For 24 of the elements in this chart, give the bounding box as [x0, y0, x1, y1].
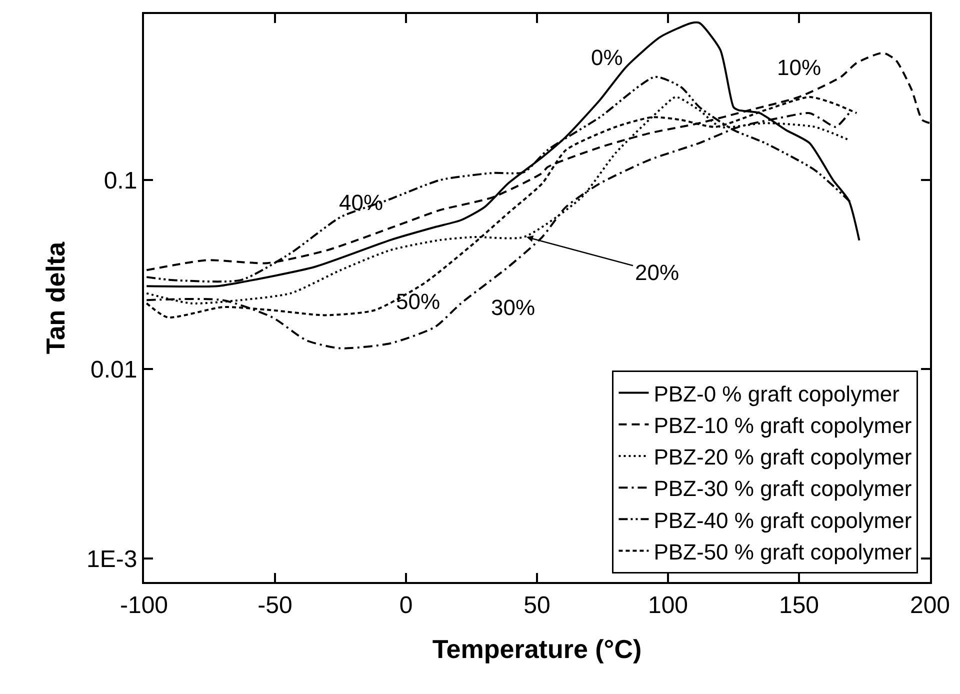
- legend-label: PBZ-20 % graft copolymer: [654, 444, 912, 470]
- annotation: 40%: [339, 190, 384, 215]
- x-tick-label: 200: [910, 592, 950, 619]
- x-tick-label: -100: [120, 592, 168, 619]
- x-axis-title: Temperature (°C): [432, 634, 642, 664]
- annotation: 20%: [635, 260, 680, 285]
- annotation: 50%: [396, 289, 440, 314]
- x-tick-label: 100: [648, 592, 688, 619]
- legend-label: PBZ-0 % graft copolymer: [654, 381, 900, 406]
- x-tick-label: 150: [778, 592, 820, 619]
- x-tick-label: -50: [258, 592, 292, 619]
- legend-label: PBZ-10 % graft copolymer: [654, 412, 912, 438]
- annotation: 0%: [591, 45, 623, 70]
- y-tick-label: 1E-3: [86, 546, 138, 573]
- annotation: 30%: [491, 295, 536, 320]
- x-tick-label: 50: [524, 592, 550, 619]
- y-tick-label: 0.01: [90, 356, 138, 384]
- y-tick-label: 0.1: [104, 167, 138, 194]
- y-axis-title: Tan delta: [40, 241, 70, 354]
- legend-label: PBZ-30 % graft copolymer: [654, 476, 912, 502]
- legend-label: PBZ-50 % graft copolymer: [654, 539, 912, 564]
- annotation: 10%: [777, 55, 822, 80]
- legend-label: PBZ-40 % graft copolymer: [654, 508, 912, 533]
- x-tick-label: 0: [399, 592, 413, 619]
